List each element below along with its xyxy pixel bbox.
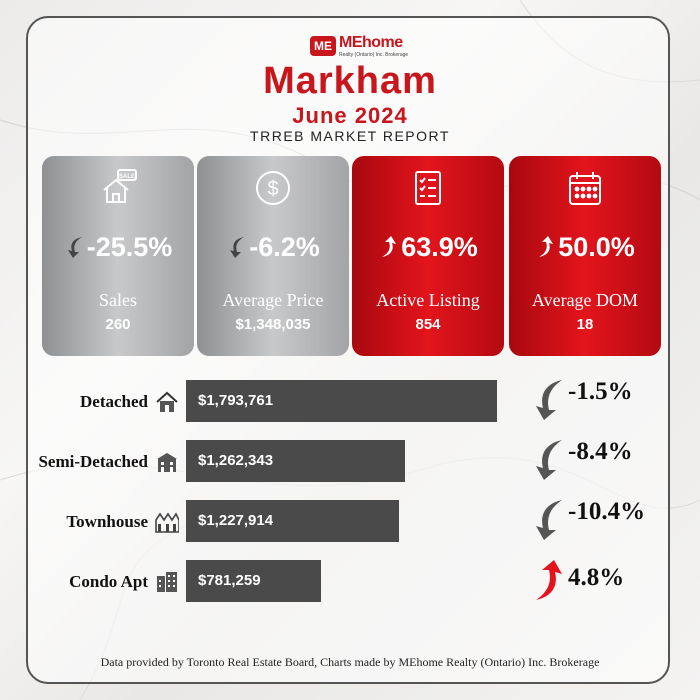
dollar-icon: $ <box>256 171 290 205</box>
kpi-value: 854 <box>415 316 441 333</box>
footer-credit: Data provided by Toronto Real Estate Boa… <box>100 655 600 669</box>
category-label-semi-detached: Semi-Detached <box>38 452 148 471</box>
up-arrow-icon <box>536 560 562 600</box>
calendar-icon <box>569 172 601 205</box>
svg-text:$: $ <box>267 178 278 200</box>
category-change: -10.4% <box>568 498 646 525</box>
page-title: Markham <box>263 60 437 102</box>
bar-detached <box>186 380 497 422</box>
up-arrow-icon <box>382 236 397 257</box>
up-arrow-icon <box>539 236 554 257</box>
kpi-label: Average Price <box>222 290 324 310</box>
category-label-condo-apt: Condo Apt <box>69 572 148 591</box>
kpi-label: Sales <box>99 290 137 310</box>
report-name: TRREB MARKET REPORT <box>250 128 450 144</box>
logo-mark: ME <box>310 36 336 56</box>
kpi-change: 50.0% <box>558 232 635 262</box>
sale-house-icon: SALE <box>103 169 137 203</box>
townhouse-icon <box>155 512 179 533</box>
kpi-change: -6.2% <box>249 232 320 262</box>
down-arrow-icon <box>536 440 562 480</box>
logo-subtitle: Realty (Ontario) Inc. Brokerage <box>339 52 409 58</box>
category-label-detached: Detached <box>80 392 148 411</box>
kpi-card-sales: SALE -25.5% Sales 260 <box>42 156 194 356</box>
house-icon <box>156 391 178 412</box>
brand-logo: ME MEhome Realty (Ontario) Inc. Brokerag… <box>310 34 408 60</box>
down-arrow-icon <box>536 500 562 540</box>
kpi-change: -25.5% <box>86 232 173 262</box>
category-change: 4.8% <box>568 564 625 591</box>
svg-text:SALE: SALE <box>119 174 135 180</box>
condo-building-icon <box>157 572 177 592</box>
bar-townhouse <box>186 500 399 542</box>
semi-detached-icon <box>157 453 177 472</box>
kpi-label: Average DOM <box>531 290 639 310</box>
category-change: -1.5% <box>568 378 633 405</box>
category-label-townhouse: Townhouse <box>66 512 148 531</box>
kpi-value: 18 <box>576 316 594 333</box>
page-subtitle: June 2024 <box>292 103 408 128</box>
checklist-icon <box>415 171 441 205</box>
bar-value-label: $1,793,761 <box>198 392 274 409</box>
kpi-card-active-listing: 63.9% Active Listing 854 <box>352 156 504 356</box>
kpi-value: 260 <box>105 316 131 333</box>
down-arrow-icon <box>230 237 245 258</box>
kpi-value: $1,348,035 <box>235 316 311 333</box>
kpi-change: 63.9% <box>401 232 478 262</box>
bar-condo-apt <box>186 560 321 602</box>
bar-value-label: $1,262,343 <box>198 452 274 469</box>
bar-value-label: $1,227,914 <box>198 512 274 529</box>
kpi-card-average-price: $ -6.2% Average Price $1,348,035 <box>197 156 349 356</box>
kpi-card-average-dom: 50.0% Average DOM 18 <box>509 156 661 356</box>
logo-name: MEhome <box>339 34 403 51</box>
category-change: -8.4% <box>568 438 633 465</box>
kpi-label: Active Listing <box>376 290 480 310</box>
down-arrow-icon <box>67 237 82 258</box>
bar-value-label: $781,259 <box>198 572 261 589</box>
down-arrow-icon <box>536 380 562 420</box>
bar-semi-detached <box>186 440 405 482</box>
